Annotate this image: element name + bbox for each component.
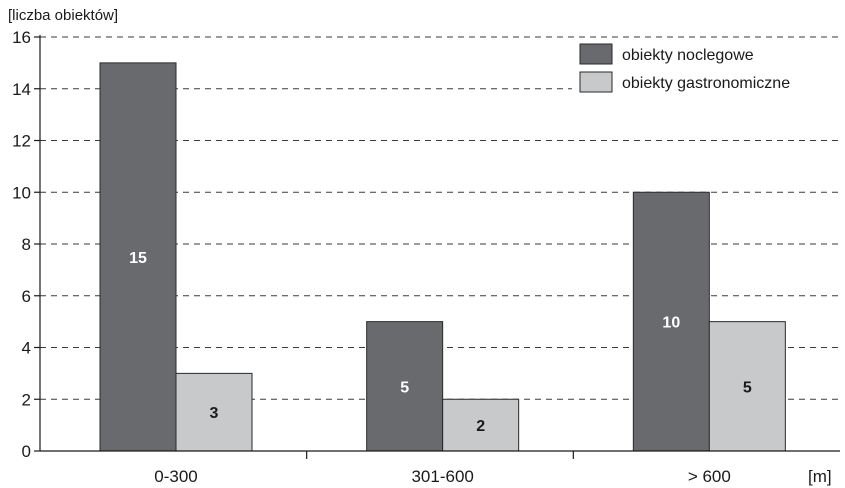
legend: obiekty noclegowe obiekty gastronomiczne — [572, 40, 842, 102]
y-tick-label: 14 — [12, 80, 31, 99]
legend-label: obiekty noclegowe — [622, 47, 754, 64]
y-axis: 0 2 4 6 8 10 12 14 16 — [12, 28, 40, 461]
y-tick-label: 8 — [22, 235, 31, 254]
x-category-label: 301-600 — [411, 467, 473, 486]
legend-label: obiekty gastronomiczne — [622, 75, 790, 92]
x-axis-unit: [m] — [808, 467, 832, 486]
bar-value-label: 3 — [210, 405, 219, 422]
bar-value-label: 5 — [743, 379, 752, 396]
x-category-label: > 600 — [688, 467, 731, 486]
y-tick-label: 6 — [22, 287, 31, 306]
y-tick-label: 12 — [12, 132, 31, 151]
y-tick-label: 4 — [22, 339, 31, 358]
bar-value-label: 10 — [662, 315, 680, 332]
x-category-label: 0-300 — [154, 467, 197, 486]
y-tick-label: 10 — [12, 183, 31, 202]
y-tick-label: 0 — [22, 442, 31, 461]
legend-swatch — [580, 72, 612, 92]
bar-value-label: 15 — [129, 250, 147, 267]
y-tick-label: 2 — [22, 390, 31, 409]
legend-swatch — [580, 44, 612, 64]
y-axis-label: [liczba obiektów] — [8, 7, 118, 24]
x-axis: 0-300 301-600 > 600 — [40, 451, 840, 486]
y-tick-label: 16 — [12, 28, 31, 47]
bar-value-label: 2 — [476, 418, 485, 435]
bar-value-label: 5 — [400, 379, 409, 396]
bars: 15 3 5 2 10 5 — [100, 63, 785, 451]
